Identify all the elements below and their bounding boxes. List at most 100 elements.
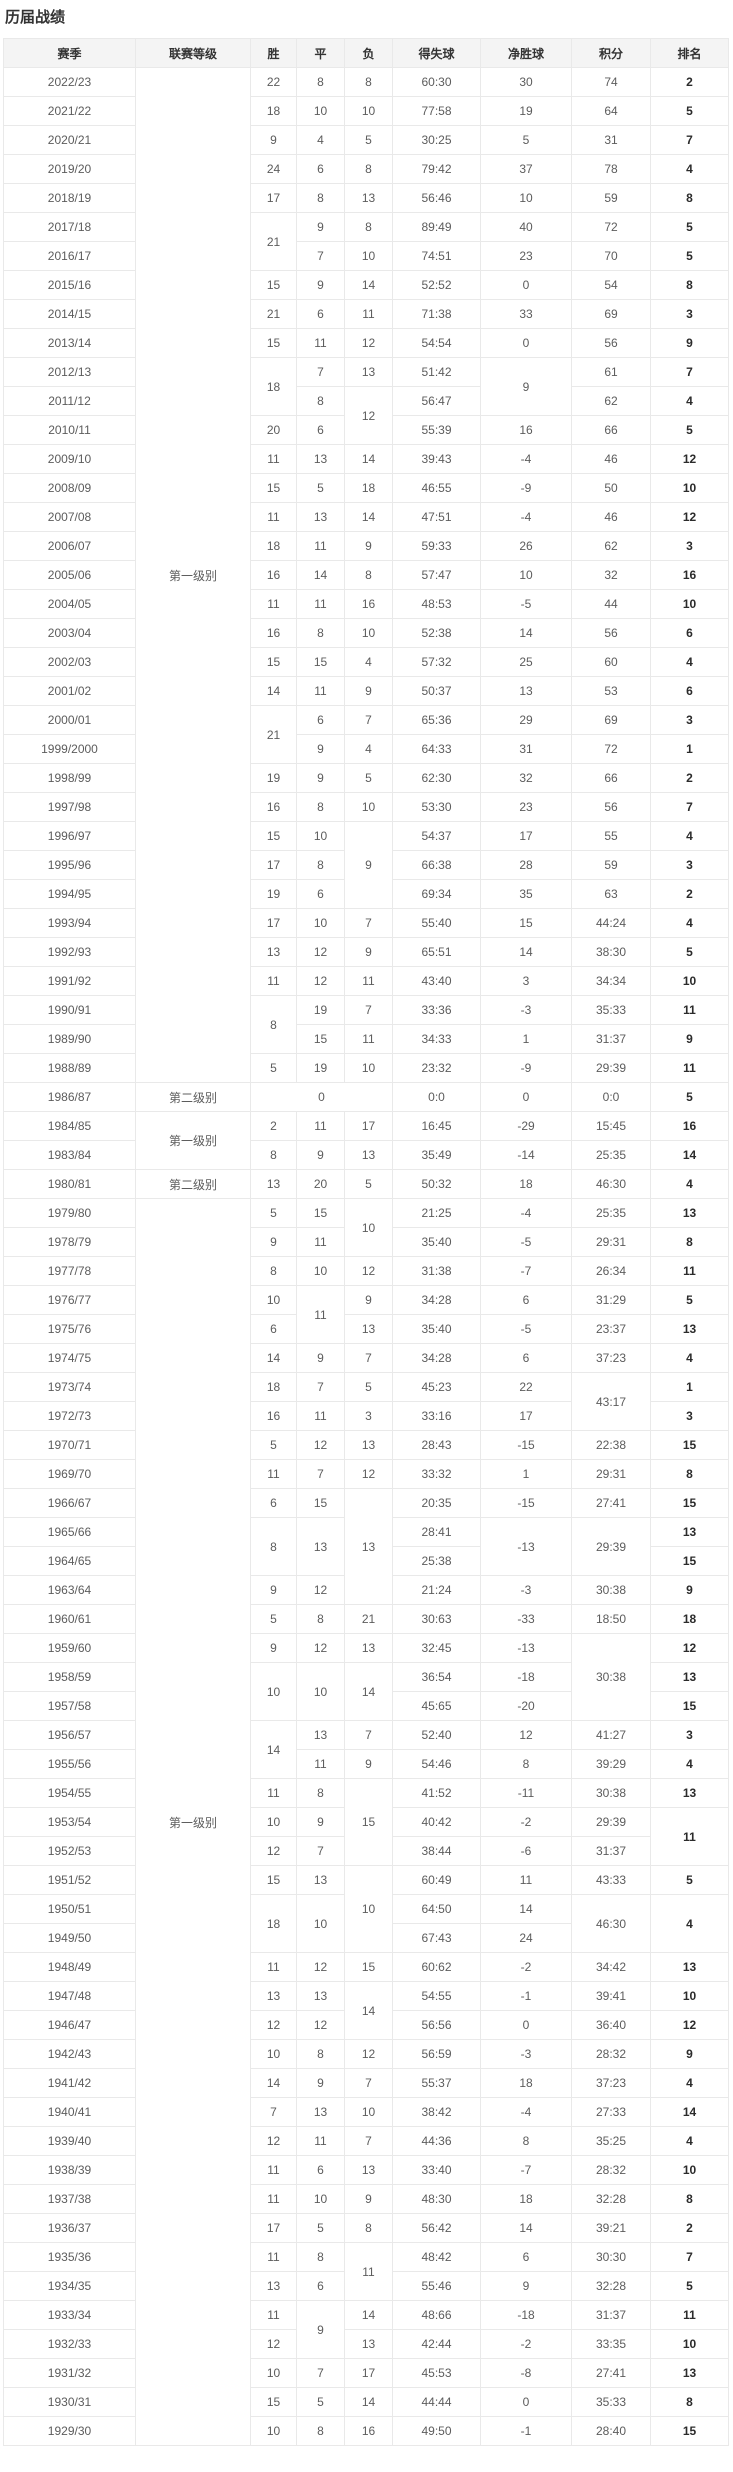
cell-pts: 64 (571, 96, 651, 126)
table-row: 2014/15 21 6 11 71:38 33 69 3 (3, 299, 729, 329)
col-header-draw: 平 (296, 38, 345, 68)
cell-season: 1975/76 (3, 1314, 136, 1344)
cell-draw: 11 (296, 531, 345, 561)
table-row: 1993/94 17 10 7 55:40 15 44:24 4 (3, 908, 729, 938)
cell-draw: 8 (296, 618, 345, 648)
cell-season: 1932/33 (3, 2329, 136, 2359)
cell-pts: 35:33 (571, 995, 651, 1025)
cell-rank: 7 (650, 792, 729, 822)
cell-draw: 11 (296, 1749, 345, 1779)
cell-rank: 10 (650, 2155, 729, 2185)
cell-goals: 64:33 (392, 734, 481, 764)
cell-draw: 12 (296, 1430, 345, 1460)
cell-rank: 7 (650, 357, 729, 387)
cell-draw: 6 (296, 705, 345, 735)
cell-loss: 10 (344, 792, 393, 822)
cell-pts: 30:38 (571, 1575, 651, 1605)
cell-rank: 4 (650, 1749, 729, 1779)
cell-pts: 69 (571, 705, 651, 735)
cell-pts: 56 (571, 328, 651, 358)
cell-pts: 25:35 (571, 1198, 651, 1228)
table-row: 1953/54 10 9 40:42 -2 29:39 11 (3, 1807, 729, 1866)
cell-win: 11 (250, 966, 297, 996)
cell-goals: 28:41 (392, 1517, 481, 1547)
cell-rank: 13 (650, 1314, 729, 1344)
cell-rank: 10 (650, 473, 729, 503)
cell-season: 1979/80 (3, 1198, 136, 1228)
cell-gd: 40 (480, 212, 572, 242)
cell-goals: 54:55 (392, 1981, 481, 2011)
cell-season: 1948/49 (3, 1952, 136, 1982)
cell-win: 9 (250, 1633, 297, 1663)
cell-level: 第二级别 (135, 1082, 251, 1112)
cell-loss: 3 (344, 1401, 393, 1431)
cell-gd: -9 (480, 473, 572, 503)
table-row: 2007/08 11 13 14 47:51 -4 46 12 (3, 502, 729, 532)
cell-pts: 27:33 (571, 2097, 651, 2127)
cell-rank: 13 (650, 1198, 729, 1228)
cell-rank: 9 (650, 2039, 729, 2069)
cell-draw: 13 (296, 1865, 345, 1895)
cell-draw: 12 (296, 1633, 345, 1663)
cell-win: 11 (250, 1778, 297, 1808)
cell-loss: 13 (344, 1314, 393, 1344)
cell-gd: 14 (480, 1894, 572, 1924)
cell-draw: 8 (296, 1778, 345, 1808)
cell-win: 7 (250, 2097, 297, 2127)
cell-rank: 8 (650, 2184, 729, 2214)
cell-gd: 32 (480, 763, 572, 793)
cell-goals: 57:32 (392, 647, 481, 677)
cell-goals: 59:33 (392, 531, 481, 561)
cell-season: 2019/20 (3, 154, 136, 184)
cell-loss: 13 (344, 1430, 393, 1460)
cell-loss: 13 (344, 183, 393, 213)
cell-win: 13 (250, 1169, 297, 1199)
cell-draw: 15 (296, 647, 345, 677)
cell-draw: 8 (296, 67, 345, 97)
cell-gd: -4 (480, 444, 572, 474)
cell-season: 2006/07 (3, 531, 136, 561)
cell-loss: 12 (344, 386, 393, 445)
cell-draw: 11 (296, 589, 345, 619)
table-row: 1986/87 第二级别 0 0:0 0 0:0 5 (3, 1082, 729, 1112)
cell-draw: 15 (296, 1198, 345, 1228)
cell-win: 19 (250, 879, 297, 909)
cell-season: 1955/56 (3, 1749, 136, 1779)
table-row: 1940/41 7 13 10 38:42 -4 27:33 14 (3, 2097, 729, 2127)
cell-rank: 7 (650, 2242, 729, 2272)
cell-season: 2004/05 (3, 589, 136, 619)
cell-loss: 8 (344, 560, 393, 590)
cell-pts: 31:37 (571, 2300, 651, 2330)
cell-goals: 67:43 (392, 1923, 481, 1953)
cell-gd: 0 (480, 1082, 572, 1112)
cell-goals: 56:59 (392, 2039, 481, 2069)
cell-loss: 9 (344, 2184, 393, 2214)
col-header-loss: 负 (344, 38, 393, 68)
cell-rank: 15 (650, 1691, 729, 1721)
cell-rank: 5 (650, 1865, 729, 1895)
cell-gd: -2 (480, 2329, 572, 2359)
cell-pts: 46 (571, 444, 651, 474)
cell-pts: 18:50 (571, 1604, 651, 1634)
cell-rank: 11 (650, 2300, 729, 2330)
cell-season: 1939/40 (3, 2126, 136, 2156)
cell-goals: 34:28 (392, 1285, 481, 1315)
cell-loss: 11 (344, 1024, 393, 1054)
cell-draw: 9 (296, 270, 345, 300)
cell-goals: 41:52 (392, 1778, 481, 1808)
cell-rank: 14 (650, 1140, 729, 1170)
table-row: 1992/93 13 12 9 65:51 14 38:30 5 (3, 937, 729, 967)
cell-loss: 14 (344, 270, 393, 300)
table-row: 1998/99 19 9 5 62:30 32 66 2 (3, 763, 729, 793)
cell-season: 2005/06 (3, 560, 136, 590)
cell-loss: 5 (344, 125, 393, 155)
cell-season: 1994/95 (3, 879, 136, 909)
table-row: 1955/56 11 9 54:46 8 39:29 4 (3, 1749, 729, 1779)
cell-season: 1995/96 (3, 850, 136, 880)
table-row: 1973/74 18 7 5 45:23 22 43:17 1 (3, 1372, 729, 1431)
cell-gd: 5 (480, 125, 572, 155)
cell-gd: 10 (480, 560, 572, 590)
cell-pts: 15:45 (571, 1111, 651, 1141)
cell-season: 1964/65 (3, 1546, 136, 1576)
cell-draw: 9 (296, 212, 345, 242)
